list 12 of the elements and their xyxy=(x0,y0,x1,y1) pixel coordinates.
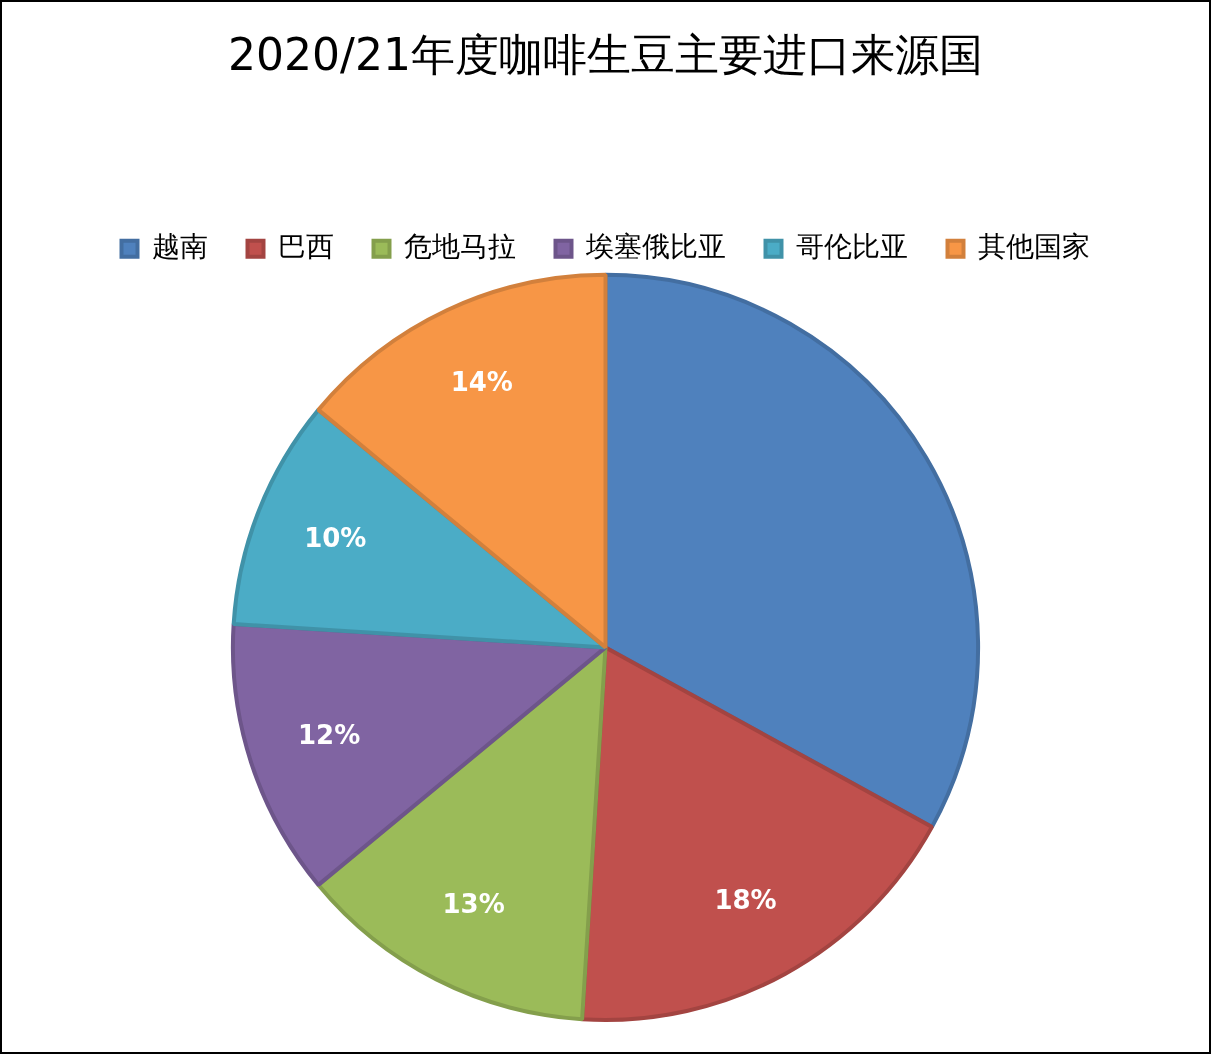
legend-label: 危地马拉 xyxy=(403,230,516,264)
data-label: 14% xyxy=(450,367,513,398)
legend-label: 哥伦比亚 xyxy=(795,230,908,264)
chart-title: 2020/21年度咖啡生豆主要进口来源国 xyxy=(228,28,983,80)
legend-label: 巴西 xyxy=(277,230,334,264)
data-label: 13% xyxy=(442,889,505,920)
legend-label: 埃塞俄比亚 xyxy=(584,230,726,264)
data-label: 12% xyxy=(297,719,361,750)
data-label: 10% xyxy=(304,523,367,554)
legend-label: 越南 xyxy=(151,230,208,264)
data-label: 18% xyxy=(714,884,777,915)
legend-label: 其他国家 xyxy=(977,230,1090,264)
